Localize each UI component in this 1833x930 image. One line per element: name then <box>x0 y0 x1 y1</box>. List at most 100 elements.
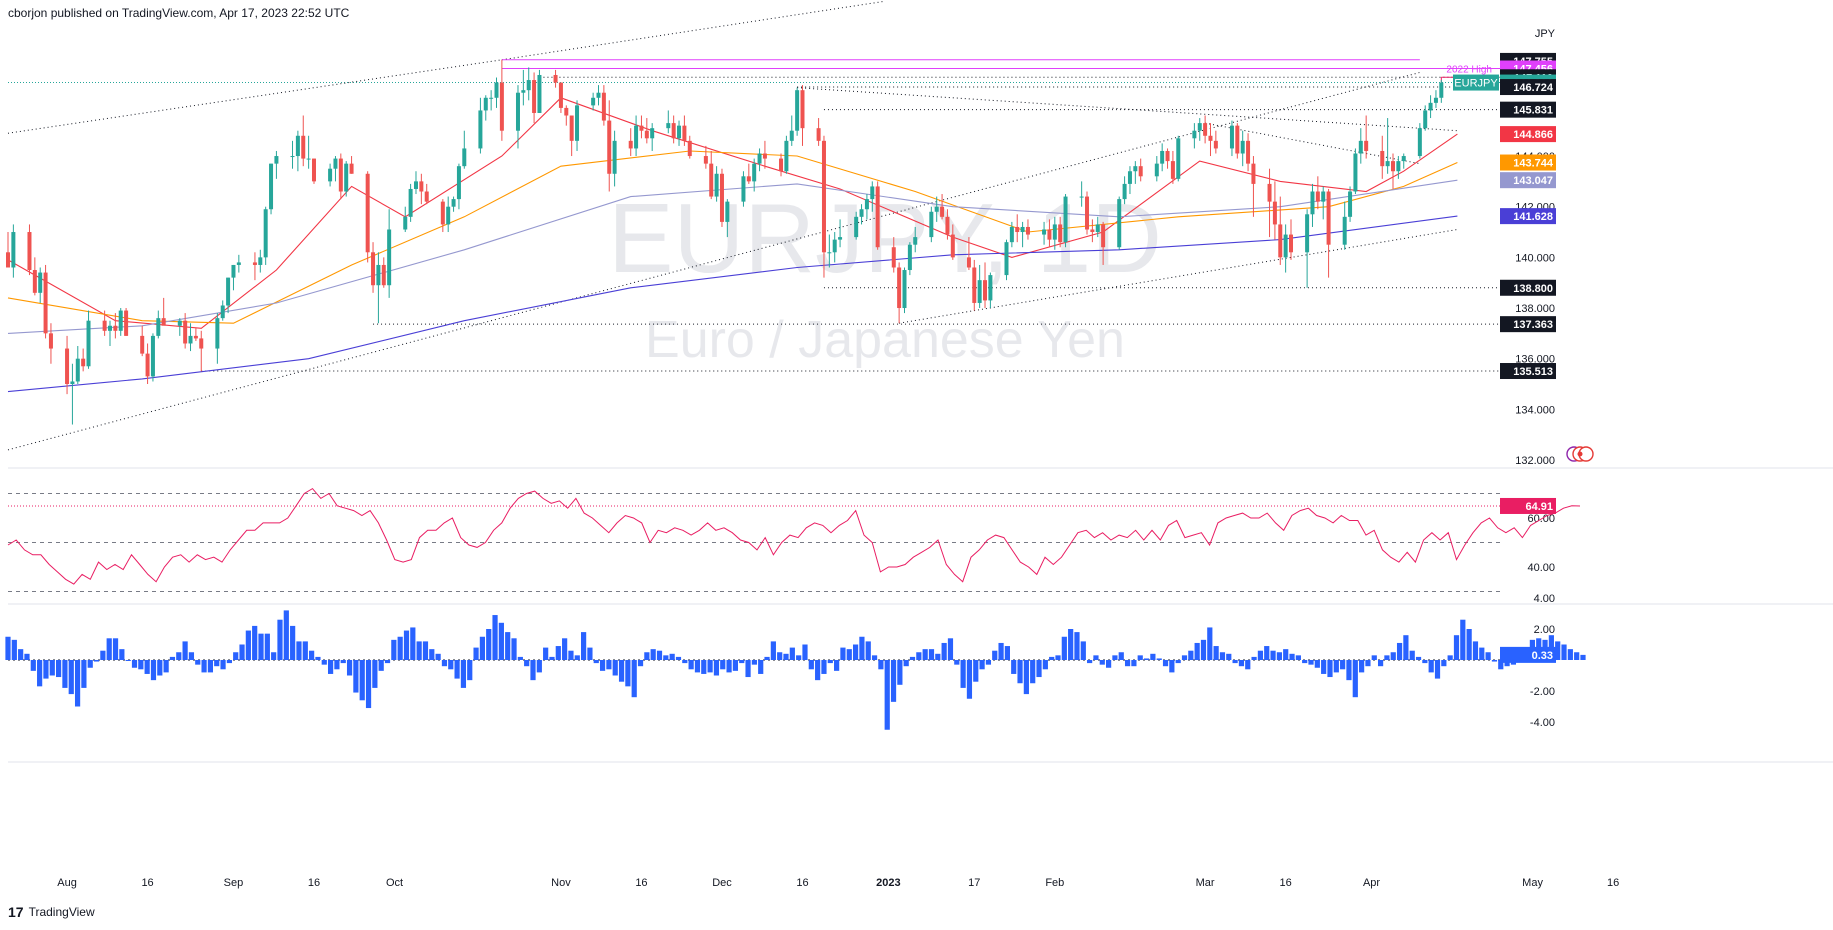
hist-bar <box>1232 660 1238 664</box>
y-tick-label: 138.000 <box>1515 303 1555 315</box>
hist-bar <box>1384 655 1390 660</box>
hist-bar <box>985 660 992 665</box>
hist-bar <box>112 638 119 660</box>
x-tick-label: Apr <box>1363 877 1380 889</box>
hist-bar <box>505 632 511 660</box>
footer-brand[interactable]: 17 TradingView <box>8 904 95 920</box>
hist-bar <box>663 655 669 660</box>
candle-body <box>854 216 859 238</box>
x-tick-label: 2023 <box>876 877 900 889</box>
hist-bar <box>1359 660 1365 673</box>
level-lines: 2022 High <box>8 64 1500 372</box>
candle-body <box>891 247 896 268</box>
hist-bar <box>916 652 922 660</box>
hist-bar <box>834 660 840 671</box>
hist-bar <box>163 660 169 673</box>
symbol-tag: EURJPY <box>1454 78 1498 90</box>
hist-bar <box>207 660 214 673</box>
hist-bar <box>384 660 391 664</box>
candle-body <box>719 173 724 222</box>
candle-body <box>1235 125 1240 154</box>
candle-body <box>11 232 16 268</box>
candle-body <box>462 148 467 167</box>
hist-bar <box>770 641 776 660</box>
candle-body <box>1063 196 1068 243</box>
hist-bar <box>214 660 220 667</box>
hist-tick-label: -4.00 <box>1530 717 1555 729</box>
candle-body <box>601 92 606 121</box>
hist-bar <box>1574 652 1580 660</box>
hist-bar <box>897 660 903 685</box>
axes: 134.000136.000138.000140.000142.000144.0… <box>57 28 1619 889</box>
price-tag-bg <box>1500 316 1556 333</box>
hist-bar <box>815 660 821 681</box>
hist-bar <box>947 638 954 660</box>
candle-body <box>70 381 75 385</box>
candle-body <box>6 252 10 268</box>
hist-bar <box>1181 655 1188 660</box>
candle-body <box>907 244 912 271</box>
hist-bar <box>656 650 663 660</box>
hist-bar <box>467 660 473 681</box>
hist-bar <box>1226 653 1232 660</box>
x-tick-label: May <box>1522 877 1543 889</box>
hist-bar <box>144 660 150 674</box>
hist-bar <box>87 660 93 668</box>
candle-body <box>1197 123 1202 131</box>
y-tick-label: 136.000 <box>1515 354 1555 366</box>
candle-body <box>1423 110 1428 129</box>
candle-body <box>75 358 80 382</box>
hist-bar <box>1346 660 1352 681</box>
hist-bar <box>492 615 498 660</box>
hist-bar <box>283 610 289 660</box>
hist-bar <box>1580 654 1586 660</box>
candle-body <box>752 163 757 182</box>
hist-bar <box>1453 635 1460 660</box>
candle-body <box>48 333 53 349</box>
hist-bar <box>1049 656 1055 660</box>
candle-body <box>1240 140 1245 154</box>
hist-bar <box>1302 660 1308 664</box>
hist-bar <box>935 653 941 660</box>
candle-body <box>1170 161 1175 179</box>
x-tick-label: 17 <box>968 877 980 889</box>
candle-body <box>1004 242 1009 276</box>
hist-bar <box>30 660 36 671</box>
hist-bar <box>1472 641 1479 660</box>
event-icon[interactable] <box>1566 446 1594 462</box>
y-tick-label: 140.000 <box>1515 252 1555 264</box>
hist-bar <box>1251 656 1257 660</box>
candle-body <box>838 237 843 240</box>
x-tick-label: Aug <box>57 877 77 889</box>
candle-body <box>784 140 789 172</box>
hist-bar <box>93 660 100 662</box>
candle-body <box>1192 130 1197 139</box>
tradingview-logo-icon: 17 <box>8 904 24 920</box>
brand-label: TradingView <box>28 905 95 919</box>
candle-body <box>966 257 971 268</box>
hist-bar <box>1124 660 1131 667</box>
hist-bar <box>1270 650 1276 660</box>
hist-bar <box>530 660 536 681</box>
x-tick-label: Sep <box>224 877 244 889</box>
hist-bar <box>201 660 207 673</box>
candle-body <box>252 262 257 265</box>
hist-bar <box>1396 642 1403 660</box>
hist-bar <box>1087 660 1093 664</box>
hist-bar <box>1276 652 1282 660</box>
candle-body <box>193 335 198 339</box>
candle-body <box>1213 140 1218 149</box>
candle-body <box>569 115 574 141</box>
candle-body <box>86 320 91 367</box>
hist-bar <box>1314 660 1320 668</box>
hist-bar <box>1308 660 1314 665</box>
hist-bar <box>100 650 106 660</box>
hist-bar <box>1447 655 1453 660</box>
candle-body <box>714 173 719 197</box>
hist-bar <box>878 660 884 670</box>
hist-bar <box>416 641 422 660</box>
candle-body <box>269 163 274 210</box>
hist-bar <box>1162 660 1169 667</box>
hist-bar <box>422 641 429 660</box>
